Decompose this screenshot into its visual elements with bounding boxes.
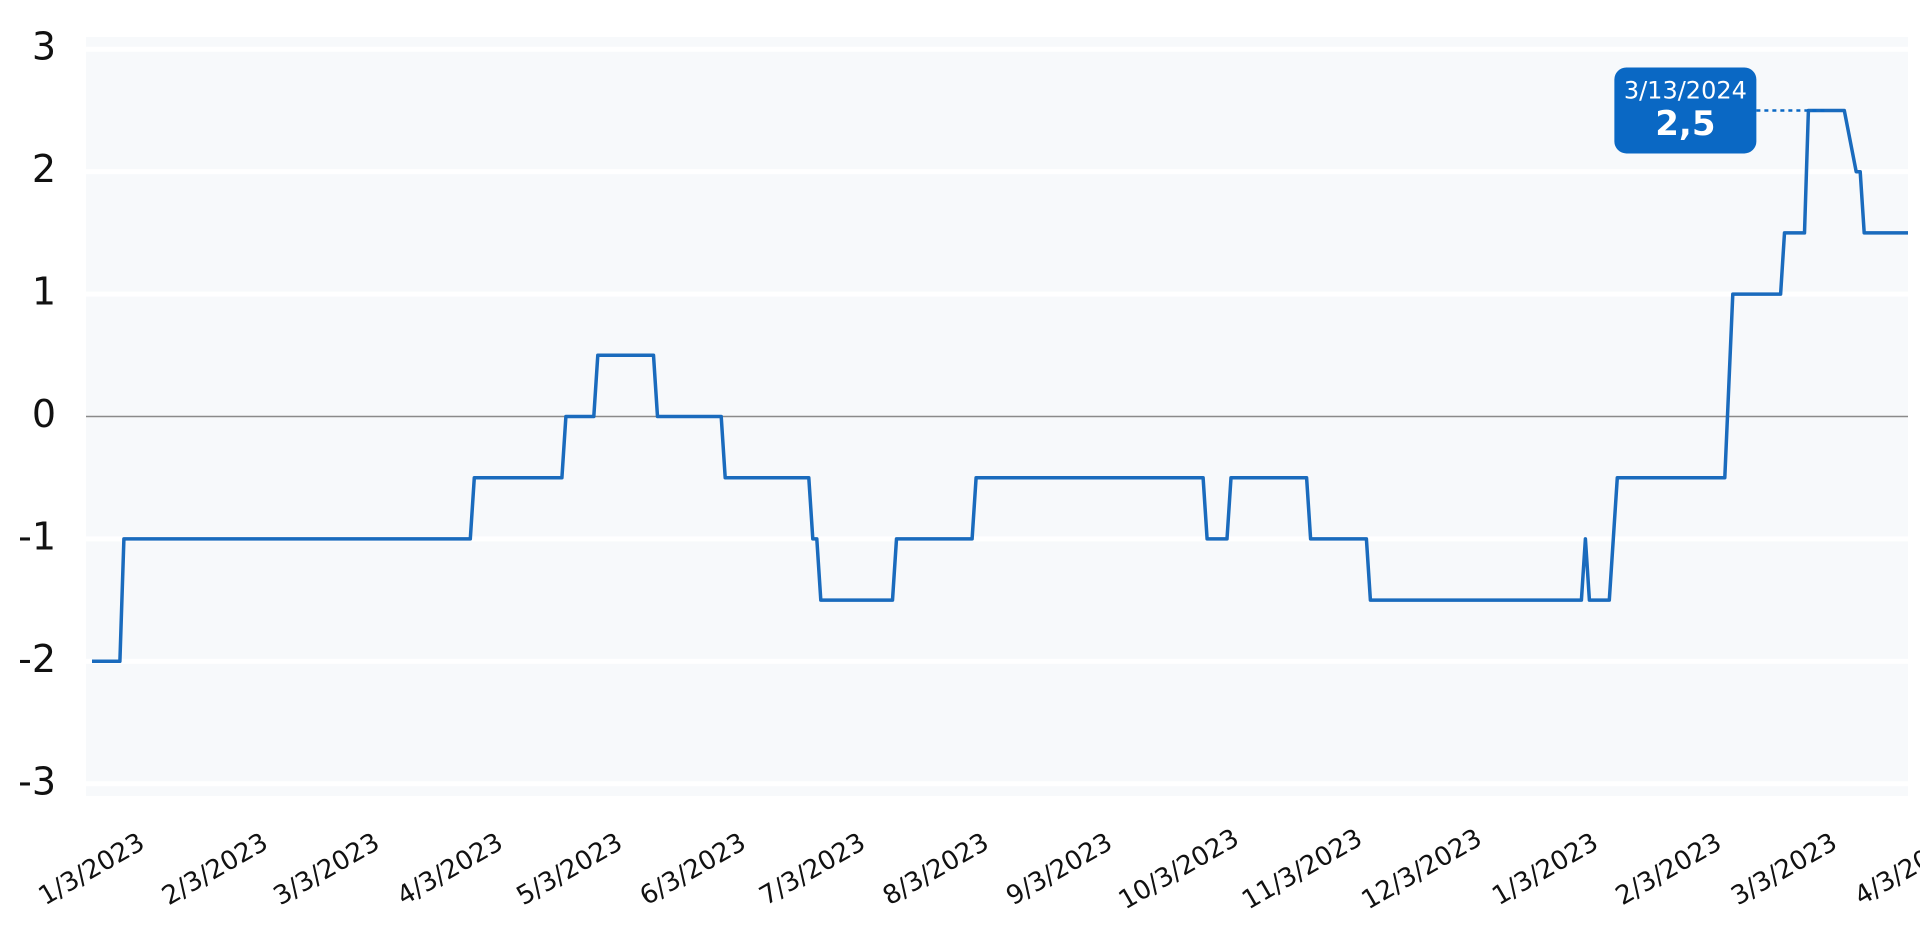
x-tick-label: 8/3/2023 [878, 827, 994, 911]
x-tick-label: 4/3/2023 [392, 827, 508, 911]
y-tick-label: 1 [32, 270, 56, 314]
y-tick-label: -3 [18, 759, 56, 803]
x-tick-label: 12/3/2023 [1357, 823, 1487, 916]
tooltip-date: 3/13/2024 [1624, 76, 1747, 104]
x-tick-label: 4/3/2023 [1850, 827, 1920, 911]
y-tick-label: -2 [18, 637, 56, 681]
x-tick-label: 2/3/2023 [1611, 827, 1727, 911]
tooltip-box [1614, 67, 1757, 154]
y-tick-label: 0 [32, 392, 56, 436]
x-tick-label: 2/3/2023 [157, 827, 273, 911]
y-tick-label: -1 [18, 514, 56, 558]
x-tick-label: 9/3/2023 [1001, 827, 1117, 911]
x-tick-label: 10/3/2023 [1114, 823, 1244, 916]
x-tick-label: 6/3/2023 [635, 827, 751, 911]
y-tick-label: 2 [32, 147, 56, 191]
x-tick-label: 3/3/2023 [269, 827, 385, 911]
y-tick-label: 3 [32, 25, 56, 69]
tooltip-value: 2,5 [1655, 104, 1715, 144]
x-tick-label: 1/3/2023 [1487, 827, 1603, 911]
x-tick-label: 7/3/2023 [755, 827, 871, 911]
x-tick-label: 5/3/2023 [512, 827, 628, 911]
x-tick-label: 3/3/2023 [1726, 827, 1842, 911]
line-series [92, 108, 1908, 664]
x-tick-label: 1/3/2023 [34, 827, 150, 911]
x-tick-label: 11/3/2023 [1237, 823, 1367, 916]
